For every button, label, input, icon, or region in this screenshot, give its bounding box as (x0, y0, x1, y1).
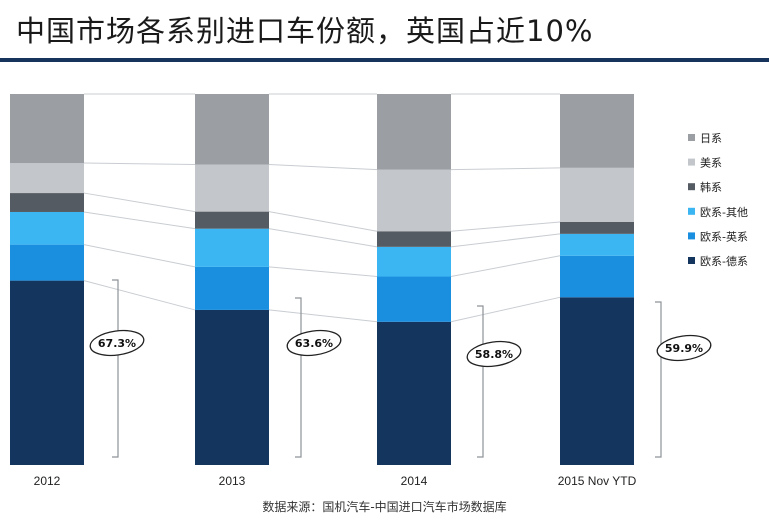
bracket-line (295, 297, 302, 458)
legend-item-韩系: 韩系 (688, 180, 722, 194)
connector-line (450, 296, 561, 323)
connector-line (83, 192, 196, 213)
legend-item-欧系-德系: 欧系-德系 (688, 254, 748, 268)
page-title: 中国市场各系别进口车份额，英国占近10% (16, 14, 594, 48)
bar-segment-2013-欧系-德系 (195, 309, 269, 465)
connector-line (83, 244, 196, 268)
bar-segment-2015-nov-ytd-欧系-德系 (560, 297, 634, 465)
annotation-label: 58.8% (475, 348, 513, 361)
connector-line (450, 167, 561, 171)
connector-line (268, 211, 378, 232)
annotation-ellipse (656, 334, 712, 362)
connector-line (268, 309, 378, 323)
bar-segment-2013-日系 (195, 94, 269, 165)
bar-segment-2014-日系 (377, 94, 451, 170)
legend-swatch (688, 232, 695, 240)
bar-segment-2012-日系 (10, 94, 84, 164)
legend-swatch (688, 207, 695, 215)
connector-line (450, 221, 561, 232)
share-annotation-2014: 58.8% (466, 305, 522, 458)
bar-segment-2014-韩系 (377, 231, 451, 247)
connector-line (83, 211, 196, 230)
legend-label: 美系 (700, 157, 722, 170)
annotation-ellipse (466, 340, 522, 368)
legend-swatch (688, 158, 695, 166)
title-rule (0, 58, 769, 62)
share-annotation-2013: 63.6% (286, 297, 342, 458)
legend-swatch (688, 183, 695, 191)
bracket-line (655, 301, 662, 458)
bar-segment-2013-欧系-英系 (195, 266, 269, 310)
connector-line (268, 266, 378, 278)
legend-swatch (688, 134, 695, 141)
bar-segment-2014-美系 (377, 169, 451, 232)
x-tick-label: 2012 (34, 474, 61, 488)
bar-segment-2013-韩系 (195, 211, 269, 229)
connector-line (268, 163, 378, 171)
annotation-ellipse (286, 329, 342, 357)
share-annotation-2012: 67.3% (89, 279, 145, 458)
bar-segment-2013-欧系-其他 (195, 228, 269, 267)
legend-item-欧系-英系: 欧系-英系 (688, 229, 748, 243)
data-source-note: 数据来源：国机汽车-中国进口汽车市场数据库 (262, 500, 507, 514)
connector-line (450, 233, 561, 248)
annotation-label: 63.6% (295, 337, 333, 350)
annotation-label: 59.9% (665, 342, 703, 355)
bar-segment-2012-欧系-德系 (10, 280, 84, 465)
legend-item-日系: 日系 (688, 132, 722, 145)
bar-segment-2012-欧系-其他 (10, 211, 84, 245)
connector-line (450, 255, 561, 278)
bar-segment-2015-nov-ytd-欧系-英系 (560, 255, 634, 298)
annotation-label: 67.3% (98, 337, 136, 350)
x-tick-label: 2014 (401, 474, 428, 488)
legend-item-美系: 美系 (688, 157, 722, 170)
bar-segment-2012-美系 (10, 163, 84, 194)
bar-segment-2012-欧系-英系 (10, 244, 84, 281)
connector-line (268, 228, 378, 248)
legend-item-欧系-其他: 欧系-其他 (688, 206, 748, 219)
connector-line (83, 280, 196, 311)
connector-line (83, 162, 196, 165)
bar-segment-2015-nov-ytd-欧系-其他 (560, 233, 634, 256)
bar-segment-2014-欧系-其他 (377, 246, 451, 277)
bar-segment-2015-nov-ytd-韩系 (560, 221, 634, 234)
legend-label: 欧系-其他 (700, 206, 748, 219)
bracket-line (112, 279, 119, 458)
bar-segment-2012-韩系 (10, 193, 84, 212)
bar-segment-2013-美系 (195, 164, 269, 212)
legend-label: 韩系 (700, 180, 722, 194)
bar-segment-2015-nov-ytd-日系 (560, 94, 634, 168)
legend-label: 欧系-英系 (700, 229, 748, 243)
x-tick-label: 2015 Nov YTD (558, 474, 637, 488)
annotation-ellipse (89, 329, 145, 357)
bar-segment-2015-nov-ytd-美系 (560, 167, 634, 222)
legend-label: 欧系-德系 (700, 254, 748, 268)
bracket-line (477, 305, 484, 458)
legend-swatch (688, 257, 695, 264)
legend-label: 日系 (700, 132, 722, 145)
bar-segment-2014-欧系-德系 (377, 321, 451, 465)
x-tick-label: 2013 (219, 474, 246, 488)
stacked-bar-chart: 67.3% 63.6% 58.8% 59.9% 2012 2013 2014 2015 No… (10, 93, 748, 488)
share-annotation-2015-nov-ytd: 59.9% (655, 301, 712, 458)
bar-segment-2014-欧系-英系 (377, 276, 451, 322)
